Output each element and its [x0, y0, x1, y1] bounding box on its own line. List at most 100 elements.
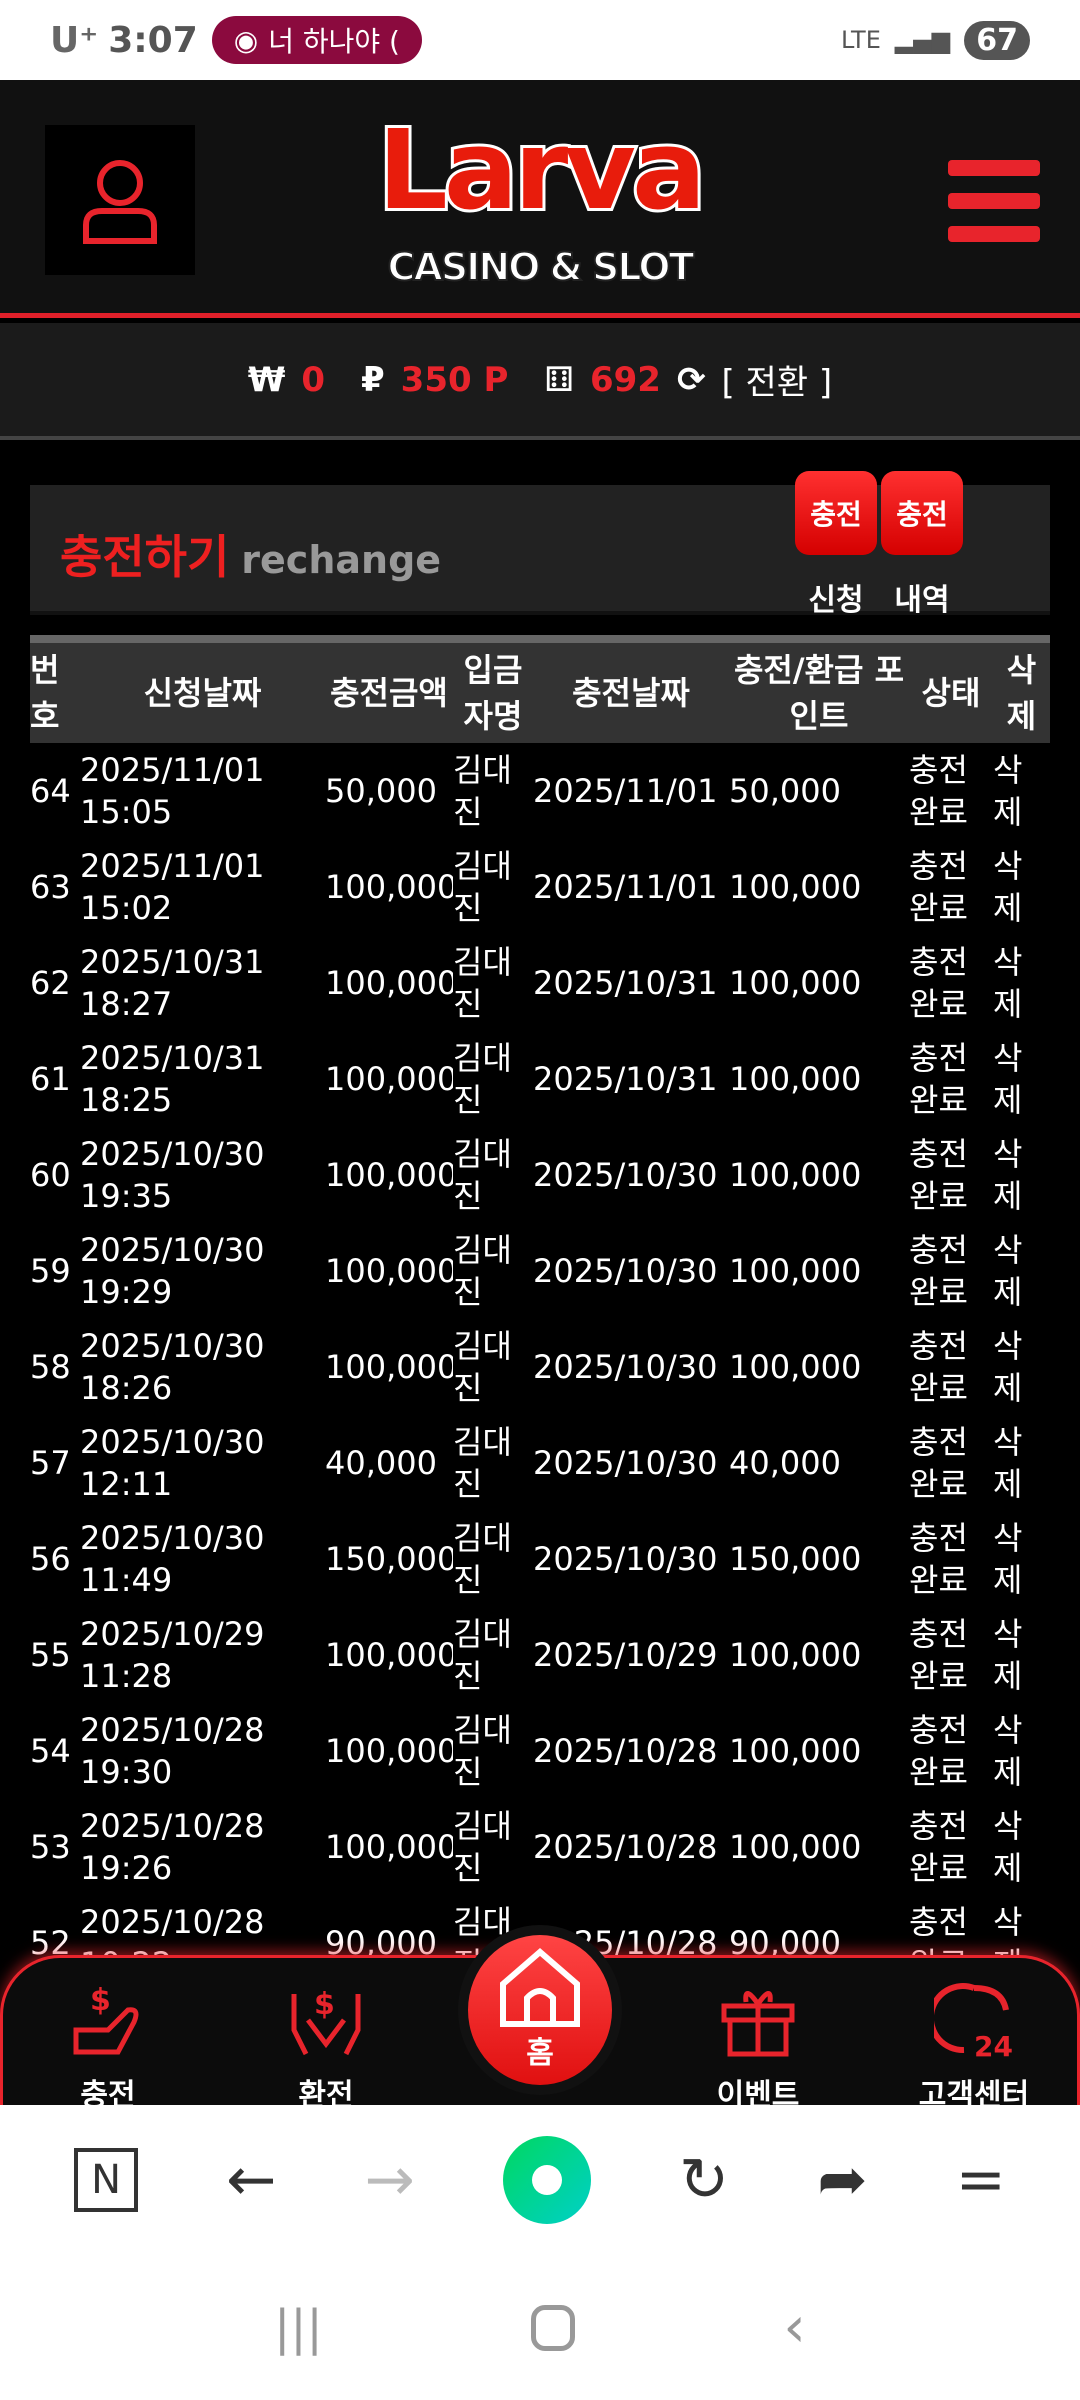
status: 충전완료	[909, 1231, 968, 1311]
row-number: 53	[30, 1828, 71, 1866]
won-icon: ₩	[247, 359, 286, 400]
depositor-name: 김대진	[453, 1135, 512, 1215]
naver-n-icon[interactable]: N	[74, 2148, 139, 2212]
table-row: 64 2025/11/01 15:05 50,000 김대진 2025/11/01 50,…	[30, 743, 1050, 839]
points: 150,000	[729, 1540, 862, 1578]
table-row: 63 2025/11/01 15:02 100,000 김대진 2025/11/01 10…	[30, 839, 1050, 935]
column-header: 삭제	[1006, 651, 1037, 735]
request-date: 2025/11/01 15:02	[80, 847, 265, 927]
delete-button[interactable]: 삭제	[993, 1039, 1023, 1119]
back-arrow-icon[interactable]: ←	[226, 2145, 277, 2215]
table-row: 61 2025/10/31 18:25 100,000 김대진 2025/10/31 10…	[30, 1031, 1050, 1127]
depositor-name: 김대진	[453, 1423, 512, 1503]
support-24h-icon: 24	[934, 1983, 1013, 2060]
logo[interactable]: Larva CASINO & SLOT	[375, 95, 710, 305]
row-number: 54	[30, 1732, 71, 1770]
system-back-icon[interactable]: ‹	[783, 2295, 806, 2360]
depositor-name: 김대진	[453, 1039, 512, 1119]
reload-icon[interactable]: ↻	[678, 2145, 730, 2215]
network-label: LTE	[840, 26, 881, 54]
point-icon: ₽	[361, 359, 385, 400]
section-title-box: 충전하기 rechange 충전 충전 신청 내역	[30, 471, 1050, 618]
table-row: 56 2025/10/30 11:49 150,000 김대진 2025/10/30 15…	[30, 1511, 1050, 1607]
logo-sub: CASINO & SLOT	[387, 244, 696, 290]
nav-support[interactable]: 24 고객센터	[899, 1980, 1049, 2114]
request-date: 2025/11/01 15:05	[80, 751, 265, 831]
depositor-name: 김대진	[453, 847, 512, 927]
points: 100,000	[729, 1156, 862, 1194]
nav-charge[interactable]: $ 충전	[33, 1980, 183, 2114]
charge-amount: 150,000	[325, 1540, 453, 1578]
table-row: 53 2025/10/28 19:26 100,000 김대진 2025/10/28 10…	[30, 1799, 1050, 1895]
status: 충전완료	[909, 751, 968, 831]
column-header: 충전금액	[330, 674, 448, 712]
points: 100,000	[729, 1828, 862, 1866]
charge-amount: 40,000	[325, 1444, 437, 1482]
request-date: 2025/10/29 11:28	[80, 1615, 265, 1695]
convert-button[interactable]: [ 전환 ]	[721, 363, 833, 403]
status: 충전완료	[909, 1615, 968, 1695]
request-date: 2025/10/30 12:11	[80, 1423, 265, 1503]
points: 100,000	[729, 868, 862, 906]
row-number: 60	[30, 1156, 71, 1194]
delete-button[interactable]: 삭제	[993, 1519, 1023, 1599]
charge-date: 2025/10/28	[533, 1828, 718, 1866]
request-date: 2025/10/31 18:27	[80, 943, 265, 1023]
charge-amount: 100,000	[325, 1252, 453, 1290]
recent-apps-icon[interactable]: |||	[274, 2299, 323, 2356]
nav-event[interactable]: 이벤트	[683, 1980, 833, 2114]
hamburger-menu-icon[interactable]	[948, 160, 1040, 242]
row-number: 57	[30, 1444, 71, 1482]
charge-history-label[interactable]: 내역	[894, 583, 950, 618]
status: 충전완료	[909, 1135, 968, 1215]
points: 100,000	[729, 1060, 862, 1098]
delete-button[interactable]: 삭제	[993, 943, 1023, 1023]
home-circle-icon[interactable]	[531, 2304, 576, 2351]
delete-button[interactable]: 삭제	[993, 1423, 1023, 1503]
forward-arrow-icon[interactable]: →	[364, 2145, 415, 2215]
delete-button[interactable]: 삭제	[993, 1135, 1023, 1215]
request-date: 2025/10/30 11:49	[80, 1519, 265, 1599]
refresh-icon[interactable]: ⟳	[676, 359, 706, 400]
charge-date: 2025/10/30	[533, 1540, 718, 1578]
battery-level: 67	[964, 20, 1030, 60]
delete-button[interactable]: 삭제	[993, 847, 1023, 927]
table-header-row: 번호 신청날짜 충전금액 입금자명 충전날짜 충전/환급 포인트 상태 삭제	[30, 639, 1050, 743]
points: 100,000	[729, 1348, 862, 1386]
exchange-hands-icon: $	[291, 1987, 361, 2056]
nav-home[interactable]: 홈	[458, 1925, 622, 2095]
charge-apply-button[interactable]: 충전	[795, 471, 877, 555]
won-balance: 0	[301, 359, 325, 400]
share-icon[interactable]: ➦	[817, 2145, 868, 2215]
points: 100,000	[729, 964, 862, 1002]
table-row: 57 2025/10/30 12:11 40,000 김대진 2025/10/30 40,…	[30, 1415, 1050, 1511]
browser-home-icon[interactable]	[502, 2136, 591, 2224]
points: 100,000	[729, 1732, 862, 1770]
table-row: 54 2025/10/28 19:30 100,000 김대진 2025/10/28 10…	[30, 1703, 1050, 1799]
row-number: 64	[30, 772, 71, 810]
status: 충전완료	[909, 943, 968, 1023]
delete-button[interactable]: 삭제	[993, 751, 1023, 831]
delete-button[interactable]: 삭제	[993, 1807, 1023, 1887]
charge-apply-label[interactable]: 신청	[808, 583, 864, 618]
browser-menu-icon[interactable]: =	[955, 2145, 1006, 2215]
nav-exchange[interactable]: $ 환전	[251, 1980, 401, 2114]
delete-button[interactable]: 삭제	[993, 1615, 1023, 1695]
delete-button[interactable]: 삭제	[993, 1231, 1023, 1311]
column-header: 입금자명	[463, 651, 523, 735]
user-button[interactable]	[45, 125, 195, 275]
charge-date: 2025/11/01	[533, 772, 718, 810]
carrier: U⁺	[50, 19, 99, 61]
column-header: 상태	[921, 674, 981, 712]
system-nav-bar: ||| ‹	[0, 2255, 1080, 2400]
charge-amount: 100,000	[325, 1156, 453, 1194]
delete-button[interactable]: 삭제	[993, 1711, 1023, 1791]
delete-button[interactable]: 삭제	[993, 1327, 1023, 1407]
request-date: 2025/10/30 19:29	[80, 1231, 265, 1311]
media-pill[interactable]: ◉ 너 하나야 (	[211, 16, 422, 64]
charge-history-button[interactable]: 충전	[881, 471, 963, 555]
request-date: 2025/10/30 19:35	[80, 1135, 265, 1215]
column-header: 번호	[30, 651, 60, 735]
browser-toolbar: N ← → ↻ ➦ =	[0, 2105, 1080, 2255]
charge-amount: 100,000	[325, 1636, 453, 1674]
